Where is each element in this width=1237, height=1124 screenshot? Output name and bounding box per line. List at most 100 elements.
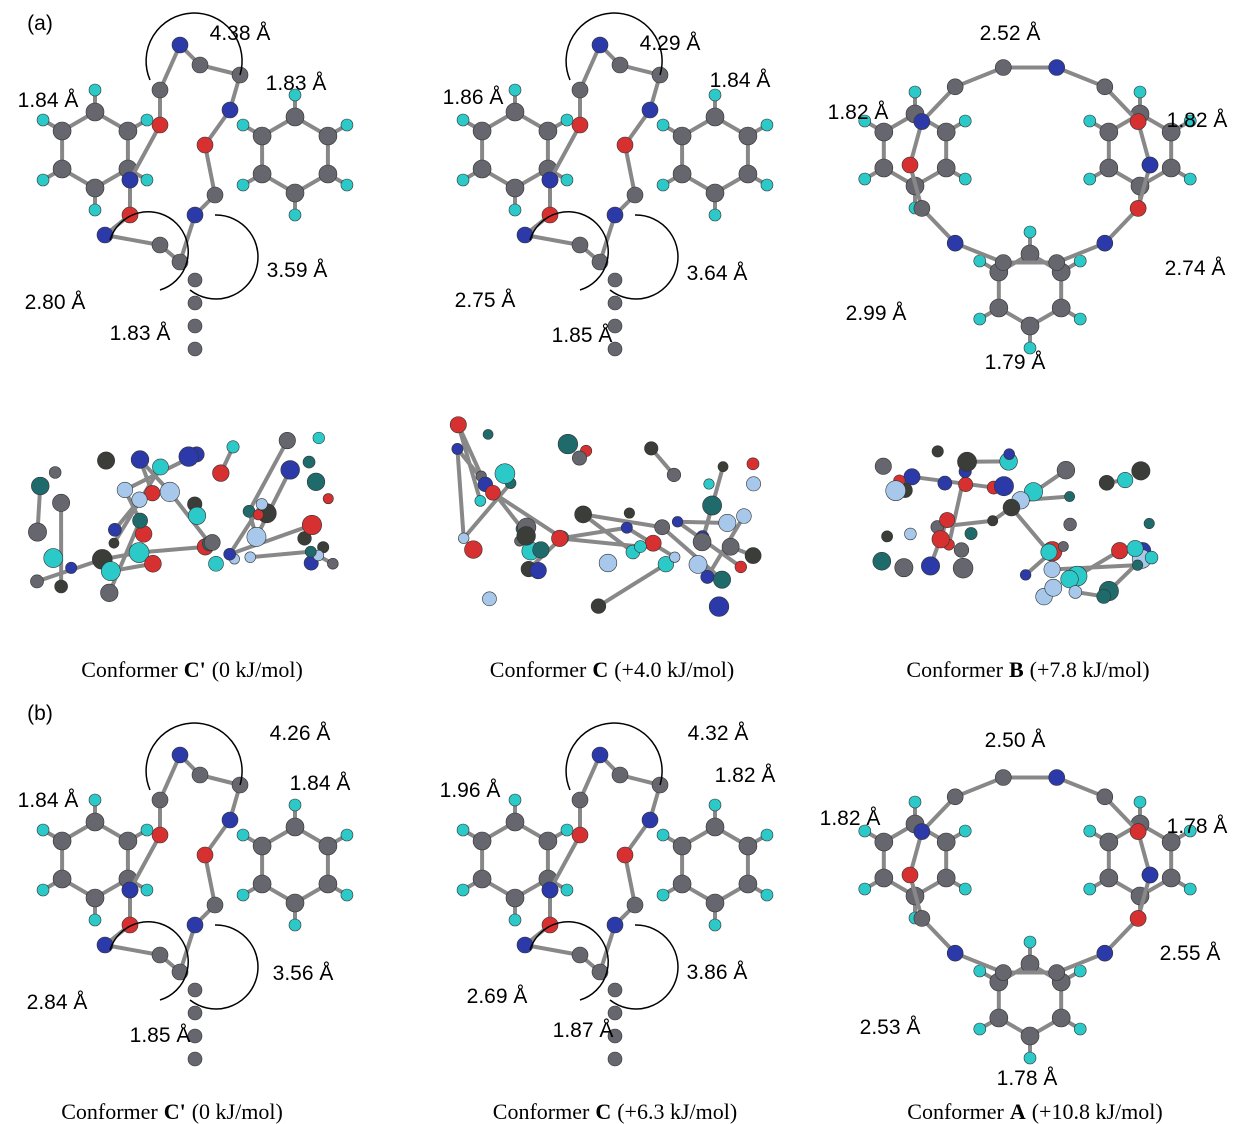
caption-energy: (+6.3 kJ/mol) bbox=[617, 1099, 737, 1124]
atom bbox=[607, 1028, 623, 1044]
atom bbox=[118, 831, 138, 851]
atom bbox=[236, 888, 250, 902]
atom bbox=[28, 522, 47, 542]
distance-arc bbox=[145, 722, 243, 791]
atom bbox=[472, 869, 492, 889]
atom bbox=[908, 795, 922, 809]
atom bbox=[708, 596, 730, 617]
atom bbox=[1068, 585, 1083, 599]
atom bbox=[85, 888, 105, 908]
atom bbox=[721, 537, 740, 556]
atom bbox=[1161, 122, 1181, 142]
atom bbox=[994, 254, 1012, 271]
atom bbox=[607, 341, 623, 357]
distance-arc bbox=[109, 211, 189, 291]
atom bbox=[958, 824, 972, 838]
atom bbox=[187, 318, 203, 334]
distance-label: 1.84 Å bbox=[18, 789, 79, 812]
atom bbox=[672, 874, 692, 894]
atom bbox=[206, 186, 224, 204]
atom bbox=[529, 562, 547, 580]
atom bbox=[591, 36, 609, 54]
caption: Conformer C' (0 kJ/mol) bbox=[81, 657, 303, 682]
atom bbox=[958, 114, 972, 128]
atom bbox=[474, 495, 487, 507]
atom bbox=[1129, 910, 1147, 927]
atom bbox=[692, 532, 712, 552]
atom bbox=[312, 431, 325, 445]
atom bbox=[340, 828, 354, 842]
atom bbox=[456, 173, 470, 187]
atom bbox=[1161, 868, 1181, 888]
atom bbox=[449, 416, 467, 434]
atom bbox=[151, 81, 169, 99]
atom bbox=[88, 913, 102, 927]
atom bbox=[1183, 172, 1197, 186]
atom bbox=[958, 882, 972, 896]
atom bbox=[607, 1005, 623, 1021]
distance-label: 1.82 Å bbox=[1167, 109, 1228, 132]
atom bbox=[973, 1022, 987, 1036]
caption: Conformer C' (0 kJ/mol) bbox=[61, 1099, 283, 1124]
atom bbox=[144, 555, 162, 573]
atom bbox=[1043, 561, 1061, 578]
atom bbox=[508, 203, 522, 217]
distance-label: 2.80 Å bbox=[25, 291, 86, 314]
atom bbox=[85, 812, 105, 832]
bond bbox=[138, 544, 206, 555]
atom bbox=[187, 295, 203, 311]
atom bbox=[1051, 1008, 1071, 1028]
atom bbox=[52, 869, 72, 889]
atom bbox=[304, 545, 317, 558]
atom bbox=[913, 910, 931, 927]
atom bbox=[187, 1005, 203, 1021]
distance-label: 1.84 Å bbox=[18, 89, 79, 112]
atom bbox=[541, 206, 559, 224]
bond bbox=[524, 233, 581, 247]
atom bbox=[654, 519, 671, 536]
atom bbox=[746, 457, 760, 471]
caption-name: A bbox=[1010, 1099, 1026, 1124]
atom bbox=[760, 828, 774, 842]
distance-arc bbox=[109, 921, 189, 1001]
atom bbox=[858, 114, 872, 128]
distance-label: 1.82 Å bbox=[715, 764, 776, 787]
atom bbox=[1161, 832, 1181, 852]
distance-label: 1.87 Å bbox=[553, 1019, 614, 1042]
atom bbox=[571, 826, 589, 844]
atom bbox=[541, 916, 559, 934]
distance-label: 3.64 Å bbox=[687, 262, 748, 285]
caption-prefix: Conformer bbox=[61, 1099, 158, 1124]
atom bbox=[88, 793, 102, 807]
atom bbox=[560, 823, 574, 837]
atom bbox=[482, 591, 497, 607]
atom bbox=[913, 823, 931, 840]
distance-label: 1.96 Å bbox=[440, 779, 501, 802]
atom bbox=[1020, 316, 1040, 336]
distance-label: 1.84 Å bbox=[290, 772, 351, 795]
atom bbox=[187, 272, 203, 288]
atom bbox=[236, 118, 250, 132]
atom bbox=[278, 432, 296, 450]
atom bbox=[236, 178, 250, 192]
atom bbox=[994, 769, 1012, 786]
distance-label: 1.83 Å bbox=[266, 72, 327, 95]
atom bbox=[121, 881, 139, 899]
atom bbox=[931, 530, 950, 549]
distance-label: 4.29 Å bbox=[640, 32, 701, 55]
atom bbox=[952, 557, 974, 579]
distance-arc bbox=[609, 214, 679, 300]
caption: Conformer C (+6.3 kJ/mol) bbox=[493, 1099, 737, 1124]
atom bbox=[187, 1051, 203, 1067]
distance-label: 3.56 Å bbox=[273, 962, 334, 985]
atom bbox=[118, 121, 138, 141]
atom bbox=[1099, 122, 1119, 142]
atom bbox=[116, 481, 134, 499]
bond bbox=[1051, 563, 1138, 572]
atom bbox=[140, 113, 154, 127]
caption-name: C bbox=[592, 657, 608, 682]
atom bbox=[151, 116, 169, 134]
atom bbox=[1141, 866, 1159, 884]
bond bbox=[1055, 65, 1106, 89]
